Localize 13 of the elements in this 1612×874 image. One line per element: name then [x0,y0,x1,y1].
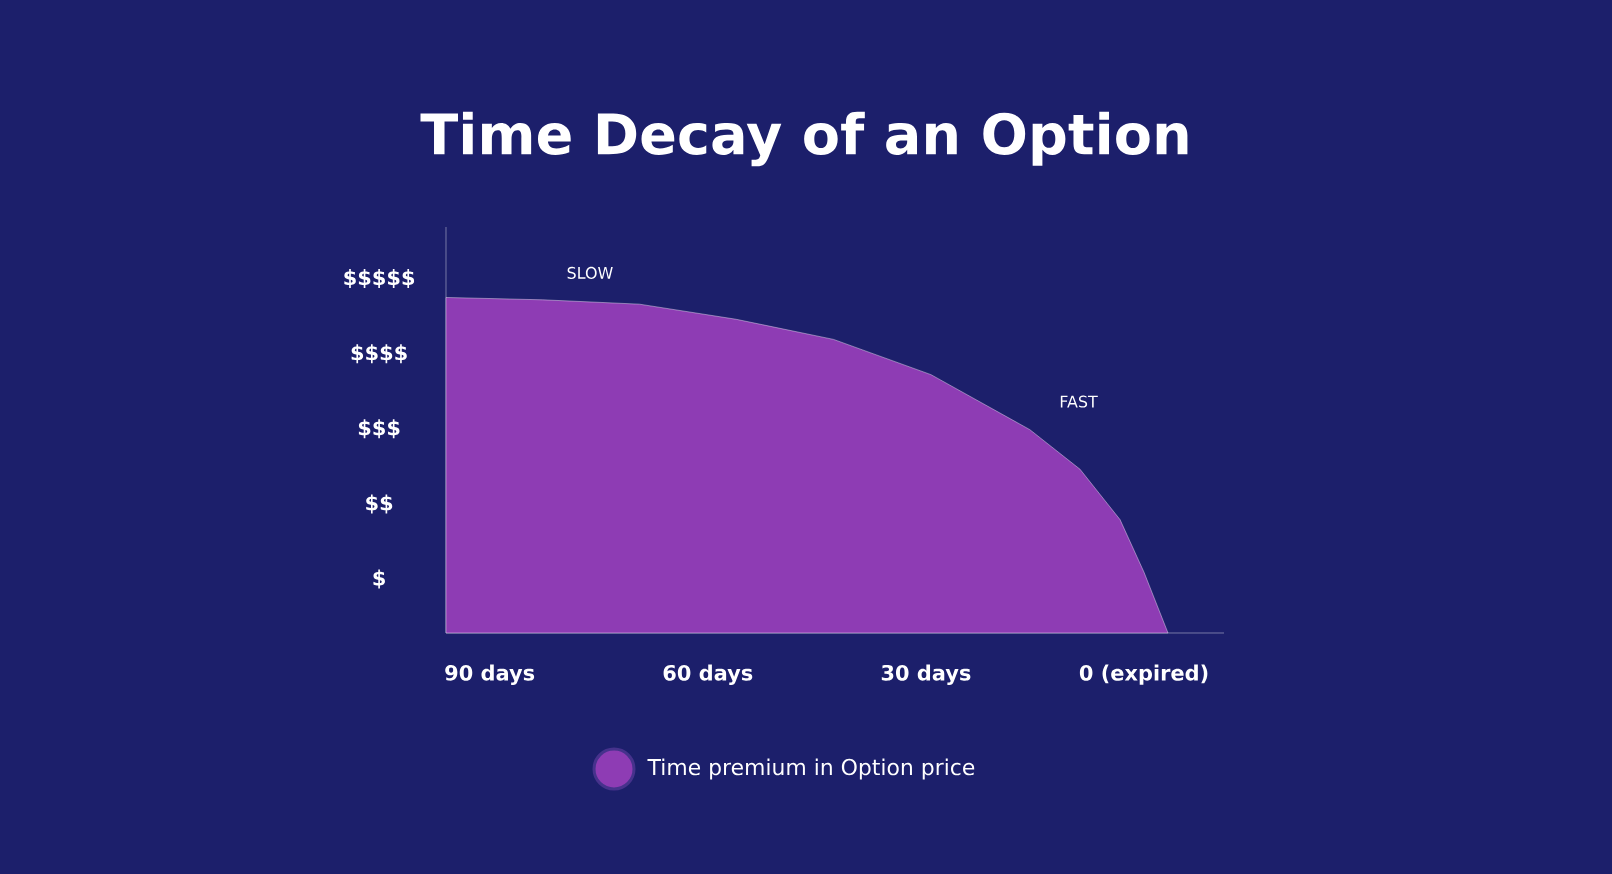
x-tick-label: 90 days [445,664,535,685]
text: $$$$$ [344,269,415,289]
text: $$ [366,494,393,514]
x-tick-label: 60 days [663,664,753,685]
text: $ [373,569,385,589]
text: $$$ [358,419,400,439]
chart-title: Time Decay of an Option [420,111,1188,167]
x-tick-label: 30 days [881,664,971,685]
text: Time premium in Option price [647,758,975,780]
text: $$$$ [351,344,407,364]
text: SLOW [567,266,613,279]
annotation: FAST [1060,395,1098,408]
x-tick-label: 0 (expired) [1079,664,1208,685]
